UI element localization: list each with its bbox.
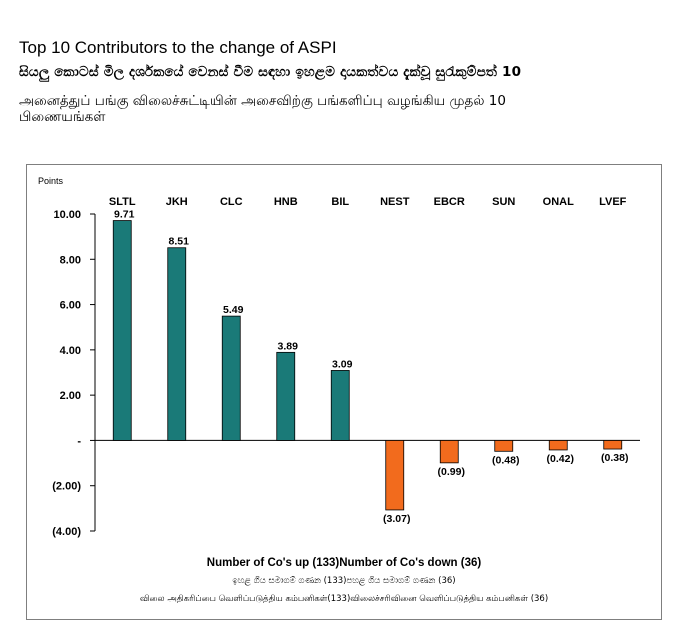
bar bbox=[330, 370, 350, 441]
bar bbox=[603, 440, 623, 450]
subtitle-tamil-line2: பிணையங்கள் bbox=[19, 109, 106, 125]
bar bbox=[439, 440, 459, 464]
bar bbox=[548, 440, 568, 451]
bar bbox=[276, 351, 296, 441]
subtitle-tamil-line1: அனைத்துப் பங்கு விலைச்சுட்டியின் அசைவிற்… bbox=[19, 93, 506, 109]
data-label: (0.48) bbox=[492, 454, 519, 466]
bar bbox=[494, 440, 514, 452]
y-tick-label: 8.00 bbox=[60, 254, 81, 266]
category-label: SUN bbox=[492, 196, 515, 208]
category-label: ONAL bbox=[543, 196, 574, 208]
y-tick-label: 10.00 bbox=[53, 209, 81, 221]
category-label: BIL bbox=[331, 196, 349, 208]
bar bbox=[167, 247, 187, 441]
footer-counts: Number of Co's up (133)Number of Co's do… bbox=[207, 557, 482, 569]
category-label: EBCR bbox=[434, 196, 465, 208]
category-label: HNB bbox=[274, 196, 298, 208]
y-tick-label: (2.00) bbox=[52, 481, 81, 493]
bar bbox=[112, 220, 132, 441]
data-label: (0.42) bbox=[547, 453, 574, 465]
y-tick-label: 2.00 bbox=[60, 390, 81, 402]
footer-sinhala: ඉහළ ගිය සමාගම් ගණන (133)පහළ ගිය සමාගම් ග… bbox=[232, 575, 455, 586]
y-tick-label: 4.00 bbox=[60, 345, 81, 357]
y-axis-title: Points bbox=[38, 176, 64, 186]
data-label: (3.07) bbox=[383, 513, 410, 525]
data-label: 5.49 bbox=[223, 304, 244, 316]
y-tick-label: - bbox=[77, 435, 81, 447]
category-label: CLC bbox=[220, 196, 243, 208]
category-label: NEST bbox=[380, 196, 410, 208]
category-label: JKH bbox=[166, 196, 188, 208]
y-tick-label: 6.00 bbox=[60, 300, 81, 312]
data-label: (0.99) bbox=[438, 466, 465, 478]
category-label: LVEF bbox=[599, 196, 627, 208]
bar bbox=[221, 315, 241, 441]
data-label: (0.38) bbox=[601, 452, 628, 464]
chart-frame bbox=[26, 164, 662, 620]
data-label: 8.51 bbox=[169, 236, 190, 248]
category-label: SLTL bbox=[109, 196, 136, 208]
data-label: 9.71 bbox=[114, 209, 135, 221]
data-label: 3.09 bbox=[332, 358, 353, 370]
subtitle-sinhala: සියලු කොටස් මිල දර්ශකයේ වෙනස් වීම සඳහා ඉ… bbox=[19, 64, 522, 80]
bar bbox=[385, 440, 405, 511]
footer-tamil: விலை அதிகரிப்பை வெளிப்படுத்திய கம்பனிகள்… bbox=[140, 594, 548, 604]
page-title: Top 10 Contributors to the change of ASP… bbox=[19, 38, 337, 57]
data-label: 3.89 bbox=[278, 340, 299, 352]
y-tick-label: (4.00) bbox=[52, 526, 81, 538]
